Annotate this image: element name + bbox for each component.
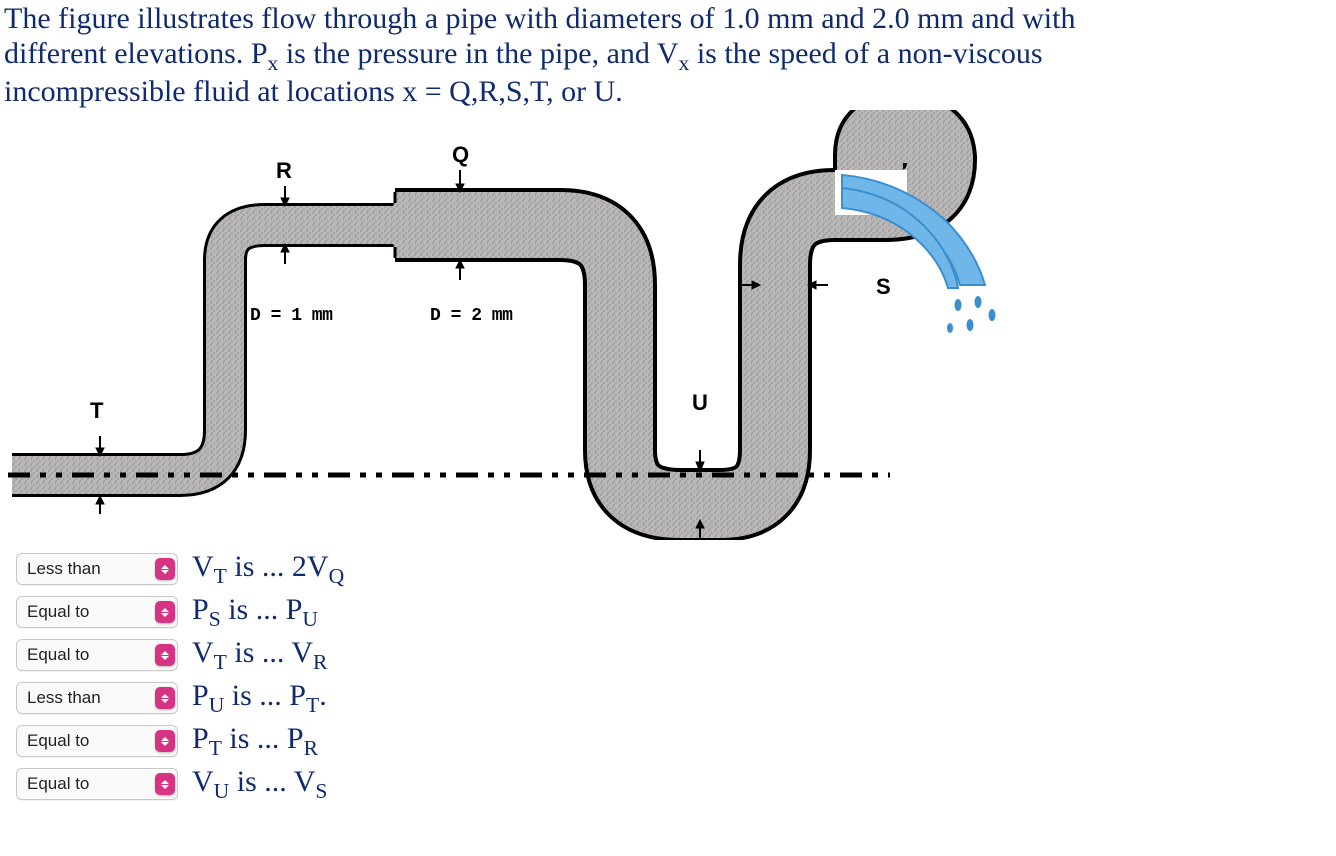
question-prompt: The figure illustrates flow through a pi… xyxy=(0,0,1336,110)
label-T: T xyxy=(90,398,103,424)
statement-4: PU is ... PT. xyxy=(192,679,327,718)
dropdown-2-value: Equal to xyxy=(27,602,89,622)
dropdown-3[interactable]: Equal to xyxy=(16,639,178,671)
stepper-icon xyxy=(155,558,175,580)
statement-3: VT is ... VR xyxy=(192,636,327,675)
label-Q: Q xyxy=(452,142,469,168)
label-R: R xyxy=(276,158,292,184)
answer-row-1: Less than VT is ... 2VQ xyxy=(16,548,1336,591)
answer-row-4: Less than PU is ... PT. xyxy=(16,677,1336,720)
statement-5: PT is ... PR xyxy=(192,722,318,761)
dropdown-4[interactable]: Less than xyxy=(16,682,178,714)
dropdown-4-value: Less than xyxy=(27,688,101,708)
dropdown-3-value: Equal to xyxy=(27,645,89,665)
stepper-icon xyxy=(155,730,175,752)
prompt-sub1: x xyxy=(268,51,279,75)
answer-rows: Less than VT is ... 2VQ Equal to PS is .… xyxy=(0,548,1336,806)
dropdown-2[interactable]: Equal to xyxy=(16,596,178,628)
dropdown-5-value: Equal to xyxy=(27,731,89,751)
prompt-line1: The figure illustrates flow through a pi… xyxy=(4,2,1075,35)
dropdown-6-value: Equal to xyxy=(27,774,89,794)
prompt-line2b: is the pressure in the pipe, and V xyxy=(278,37,678,70)
answer-row-2: Equal to PS is ... PU xyxy=(16,591,1336,634)
statement-6: VU is ... VS xyxy=(192,765,327,804)
answer-row-5: Equal to PT is ... PR xyxy=(16,720,1336,763)
dropdown-1-value: Less than xyxy=(27,559,101,579)
prompt-line3: incompressible fluid at locations x = Q,… xyxy=(4,75,623,108)
prompt-sub2: x xyxy=(679,51,690,75)
answer-row-3: Equal to VT is ... VR xyxy=(16,634,1336,677)
dropdown-1[interactable]: Less than xyxy=(16,553,178,585)
stepper-icon xyxy=(155,601,175,623)
stepper-icon xyxy=(155,644,175,666)
anno-d1: D = 1 mm xyxy=(250,306,332,326)
pipe-svg xyxy=(0,110,1336,540)
pipe-figure: T R Q U S D = 1 mm D = 2 mm xyxy=(0,110,1336,540)
label-U: U xyxy=(692,390,708,416)
stepper-icon xyxy=(155,773,175,795)
prompt-line2c: is the speed of a non-viscous xyxy=(689,37,1042,70)
statement-1: VT is ... 2VQ xyxy=(192,550,344,589)
dropdown-5[interactable]: Equal to xyxy=(16,725,178,757)
anno-d2: D = 2 mm xyxy=(430,306,512,326)
answer-row-6: Equal to VU is ... VS xyxy=(16,763,1336,806)
prompt-line2a: different elevations. P xyxy=(4,37,268,70)
dropdown-6[interactable]: Equal to xyxy=(16,768,178,800)
stepper-icon xyxy=(155,687,175,709)
statement-2: PS is ... PU xyxy=(192,593,318,632)
label-S: S xyxy=(876,274,891,300)
